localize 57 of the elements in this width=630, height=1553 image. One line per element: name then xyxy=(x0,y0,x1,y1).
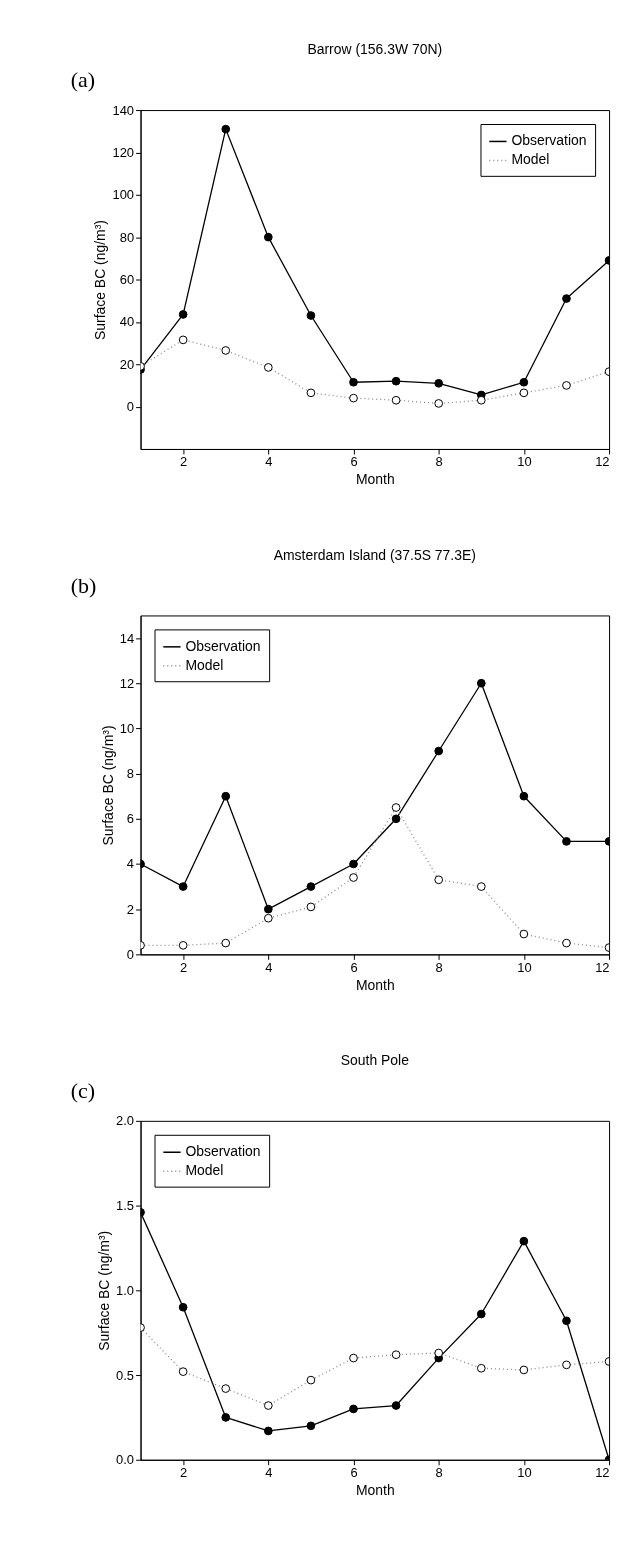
y-tick-label: 40 xyxy=(119,314,135,330)
x-tick-label: 8 xyxy=(435,454,443,470)
y-tick-label: 0.0 xyxy=(116,1452,135,1468)
y-tick-label: 20 xyxy=(119,356,135,372)
x-tick-label: 10 xyxy=(517,959,532,975)
legend-label: Model xyxy=(185,1162,224,1179)
x-tick-label: 12 xyxy=(595,454,610,470)
y-axis-title: Surface BC (ng/m³) xyxy=(99,725,116,846)
y-tick-label: 4 xyxy=(126,856,135,872)
y-tick-label: 60 xyxy=(119,272,135,287)
x-tick-label: 2 xyxy=(180,454,188,470)
text: (a) xyxy=(70,67,96,93)
y-axis-title: Surface BC (ng/m³) xyxy=(96,1230,113,1351)
x-tick-label: 6 xyxy=(350,1465,358,1481)
y-tick-label: 100 xyxy=(112,187,135,203)
y-tick-label: 12 xyxy=(119,675,135,691)
y-tick-label: 140 xyxy=(112,102,135,118)
y-tick-label: 80 xyxy=(119,229,135,245)
y-tick-label: 2 xyxy=(126,901,135,917)
x-tick-label: 2 xyxy=(180,1465,188,1481)
y-tick-label: 8 xyxy=(126,766,135,782)
y-tick-label: 14 xyxy=(119,630,135,646)
x-axis-title: Month xyxy=(355,1482,395,1499)
y-tick-label: 0 xyxy=(126,399,135,415)
legend-label: Observation xyxy=(511,132,587,149)
y-tick-label: 2.0 xyxy=(116,1113,135,1129)
legend-label: Model xyxy=(511,151,550,168)
y-tick-label: 1.0 xyxy=(116,1282,135,1298)
y-tick-label: 120 xyxy=(112,144,135,160)
chart-title: Amsterdam Island (37.5S 77.3E) xyxy=(273,546,476,563)
y-tick-label: 10 xyxy=(119,720,135,736)
legend-label: Observation xyxy=(185,1143,261,1160)
y-tick-label: 0 xyxy=(126,946,135,962)
y-tick-label: 0.5 xyxy=(116,1367,135,1383)
x-tick-label: 4 xyxy=(265,1465,273,1481)
x-tick-label: 6 xyxy=(350,959,358,975)
x-tick-label: 12 xyxy=(595,959,610,975)
chart-title: Barrow (156.3W 70N) xyxy=(307,41,443,58)
x-axis-title: Month xyxy=(355,471,395,488)
x-tick-label: 6 xyxy=(350,454,358,470)
x-tick-label: 10 xyxy=(517,1465,532,1481)
x-tick-label: 8 xyxy=(435,959,443,975)
x-axis-title: Month xyxy=(355,976,395,993)
x-tick-label: 10 xyxy=(517,454,532,470)
x-tick-label: 2 xyxy=(180,959,188,975)
x-tick-label: 4 xyxy=(265,959,273,975)
text: (c) xyxy=(70,1077,96,1103)
legend-label: Model xyxy=(185,656,224,673)
y-tick-label: 1.5 xyxy=(116,1198,135,1214)
x-tick-label: 4 xyxy=(265,454,273,470)
text: (b) xyxy=(70,572,97,598)
y-tick-label: 6 xyxy=(126,811,135,827)
x-tick-label: 12 xyxy=(595,1465,610,1481)
legend-label: Observation xyxy=(185,637,261,654)
y-axis-title: Surface BC (ng/m³) xyxy=(92,219,109,341)
chart-title: South Pole xyxy=(340,1052,410,1069)
x-tick-label: 8 xyxy=(435,1465,443,1481)
